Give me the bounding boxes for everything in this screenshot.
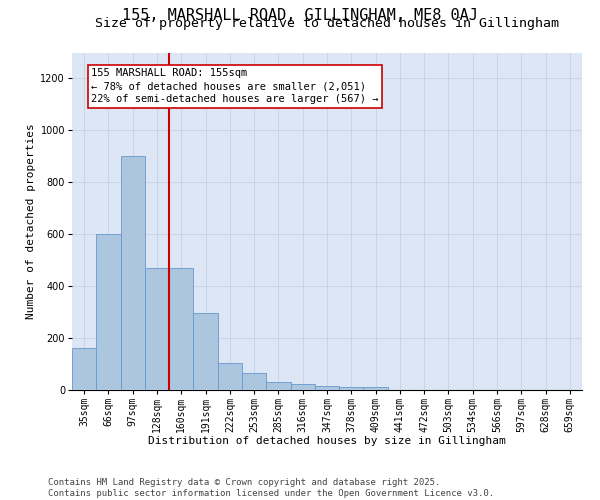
Bar [218,362,242,390]
Bar [193,314,218,390]
Bar [121,156,145,390]
Text: Contains HM Land Registry data © Crown copyright and database right 2025.
Contai: Contains HM Land Registry data © Crown c… [48,478,494,498]
Bar [145,268,169,390]
Bar [315,386,339,390]
Bar [266,382,290,390]
Text: 155, MARSHALL ROAD, GILLINGHAM, ME8 0AJ: 155, MARSHALL ROAD, GILLINGHAM, ME8 0AJ [122,8,478,22]
Bar [364,388,388,390]
Title: Size of property relative to detached houses in Gillingham: Size of property relative to detached ho… [95,18,559,30]
X-axis label: Distribution of detached houses by size in Gillingham: Distribution of detached houses by size … [148,436,506,446]
Bar [72,348,96,390]
Bar [339,388,364,390]
Bar [96,234,121,390]
Y-axis label: Number of detached properties: Number of detached properties [26,124,36,319]
Bar [169,268,193,390]
Bar [242,373,266,390]
Text: 155 MARSHALL ROAD: 155sqm
← 78% of detached houses are smaller (2,051)
22% of se: 155 MARSHALL ROAD: 155sqm ← 78% of detac… [91,68,379,104]
Bar [290,384,315,390]
